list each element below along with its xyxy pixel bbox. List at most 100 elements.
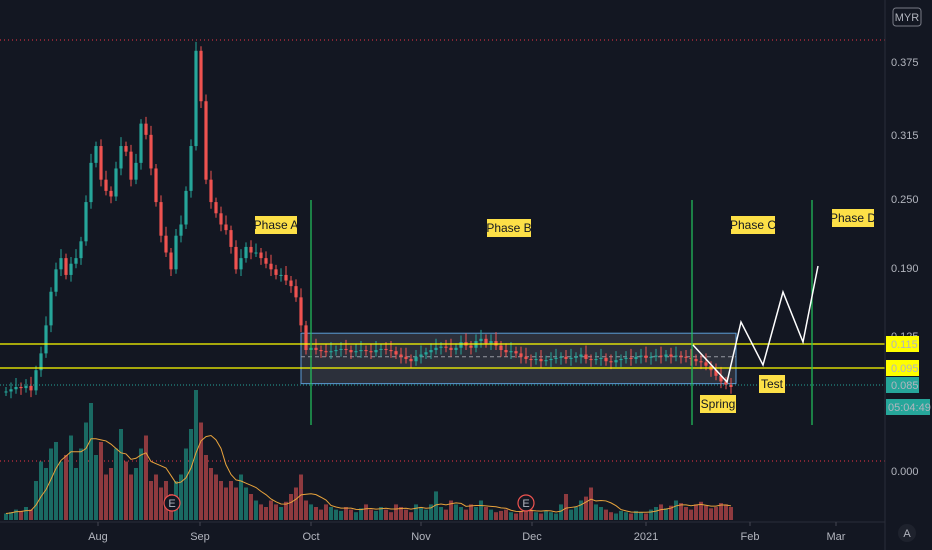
currency-badge[interactable]: [892, 7, 922, 27]
volume-bar: [469, 504, 473, 520]
volume-bar: [644, 513, 648, 520]
candle: [499, 345, 503, 351]
candle: [54, 269, 58, 292]
volume-bar: [194, 390, 198, 520]
candle: [34, 370, 38, 391]
candle: [684, 356, 688, 358]
volume-bar: [14, 509, 18, 520]
candle: [244, 246, 248, 259]
price-axis-panel[interactable]: [885, 0, 932, 550]
volume-bar: [89, 403, 93, 520]
candle: [449, 347, 453, 351]
candle: [169, 252, 173, 270]
candle: [594, 358, 598, 361]
candle: [519, 353, 523, 357]
candle: [609, 361, 613, 363]
volume-bar: [394, 504, 398, 520]
volume-bar: [499, 510, 503, 520]
phase-c-label-box: [731, 216, 775, 234]
volume-bar: [684, 507, 688, 520]
candle: [529, 358, 533, 361]
volume-bar: [724, 504, 728, 520]
time-tick-label: 2021: [634, 531, 658, 543]
candle: [539, 358, 543, 362]
price-tick-label: 0.250: [891, 194, 919, 206]
volume-bar: [259, 504, 263, 520]
volume-bar: [209, 468, 213, 520]
volume-bar: [59, 461, 63, 520]
volume-bar: [629, 513, 633, 520]
volume-bar: [44, 468, 48, 520]
candle: [14, 387, 18, 390]
candle: [349, 350, 353, 353]
candle: [424, 352, 428, 355]
candle: [69, 263, 73, 275]
volume-bar: [224, 487, 228, 520]
volume-bar: [404, 509, 408, 520]
candle: [319, 350, 323, 352]
phase-d-label: Phase D: [830, 211, 876, 225]
volume-bar: [464, 509, 468, 520]
candle: [24, 385, 28, 389]
volume-bar: [519, 510, 523, 520]
candle: [259, 252, 263, 259]
volume-bar: [329, 507, 333, 520]
candle: [39, 353, 43, 371]
volume-bar: [249, 494, 253, 520]
candle: [229, 230, 233, 247]
price-tick-label: 0.000: [891, 466, 919, 478]
volume-bar: [384, 509, 388, 520]
candle: [184, 190, 188, 225]
candle: [79, 241, 83, 259]
candle: [119, 146, 123, 169]
earnings-marker[interactable]: [517, 494, 535, 512]
volume-bar: [444, 509, 448, 520]
volume-bar: [729, 507, 733, 520]
candle: [654, 355, 658, 357]
volume-bar: [84, 422, 88, 520]
candle: [9, 389, 13, 392]
candle: [629, 357, 633, 359]
volume-bar: [269, 500, 273, 520]
candle: [324, 351, 328, 353]
volume-bar: [94, 455, 98, 520]
candle: [394, 351, 398, 355]
volume-bar: [149, 481, 153, 520]
volume-bar: [689, 509, 693, 520]
auto-scale-button[interactable]: [898, 524, 916, 542]
candle: [44, 325, 48, 354]
volume-bar: [434, 491, 438, 520]
candle: [99, 146, 103, 180]
volume-bar: [529, 509, 533, 520]
candle: [219, 213, 223, 225]
volume-bar: [424, 509, 428, 520]
volume-bar: [544, 510, 548, 520]
volume-bar: [579, 500, 583, 520]
candle: [354, 351, 358, 353]
candle: [599, 357, 603, 359]
volume-bar: [214, 474, 218, 520]
volume-bar: [349, 509, 353, 520]
candle: [439, 346, 443, 348]
volume-bar: [484, 507, 488, 520]
volume-bar: [204, 455, 208, 520]
candle: [64, 258, 68, 275]
volume-bar: [454, 504, 458, 520]
candle: [294, 286, 298, 298]
candle: [144, 123, 148, 135]
candle: [304, 325, 308, 351]
volume-bar: [134, 468, 138, 520]
candle: [409, 358, 413, 362]
candle: [164, 235, 168, 253]
candle: [289, 280, 293, 287]
volume-bar: [109, 468, 113, 520]
earnings-marker[interactable]: [163, 494, 181, 512]
volume-bar: [189, 429, 193, 520]
volume-bar: [254, 500, 258, 520]
candle: [299, 297, 303, 326]
volume-bar: [264, 507, 268, 520]
time-tick-label: Dec: [522, 531, 542, 543]
